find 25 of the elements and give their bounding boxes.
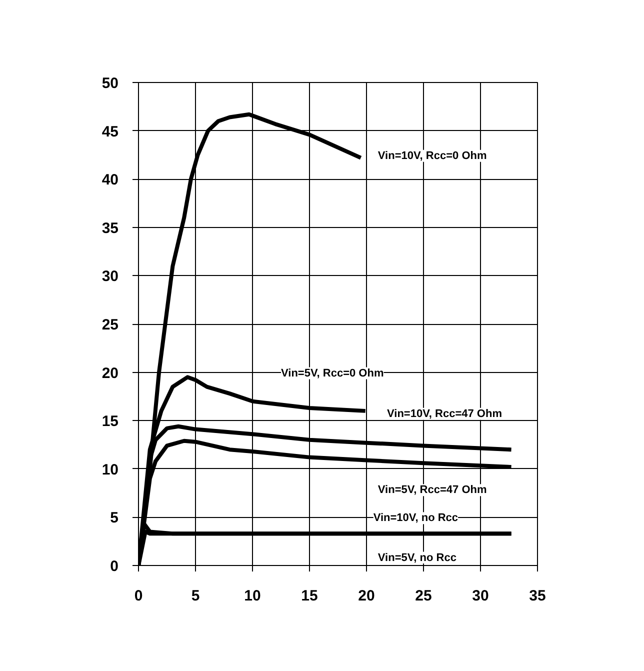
x-tick-label: 0 (134, 588, 143, 604)
x-tick-label: 30 (472, 588, 489, 604)
y-tick-label: 10 (102, 461, 119, 478)
y-tick-label: 40 (102, 172, 119, 189)
text: Vin=10V, Rcc=47 Ohm (387, 408, 502, 420)
y-tick-label: 15 (102, 413, 119, 430)
y-tick-label: 25 (102, 316, 119, 334)
series-label: Vin=5V, Rcc=47 Ohm (378, 484, 487, 496)
x-tick-label: 20 (358, 588, 375, 604)
y-tick-label: 5 (110, 510, 118, 527)
y-tick-label: 45 (102, 123, 119, 140)
series-label: Vin=5V, no Rcc (378, 552, 456, 564)
x-tick-label: 25 (415, 588, 432, 604)
y-tick-label: 20 (102, 364, 119, 382)
x-tick-label: 35 (529, 588, 546, 604)
series-label: Vin=10V, Rcc=0 Ohm (378, 150, 487, 162)
y-tick-label: 50 (102, 75, 119, 92)
y-tick-label: 30 (102, 268, 119, 286)
x-tick-label: 10 (244, 588, 261, 604)
x-tick-label: 5 (191, 588, 200, 604)
series-label: Vin=10V, no Rcc (373, 512, 458, 524)
y-tick-label: 35 (102, 220, 119, 237)
x-tick-label: 15 (301, 588, 318, 604)
y-tick-label: 0 (110, 558, 118, 575)
text: Vin=5V, Rcc=0 Ohm (281, 367, 384, 380)
